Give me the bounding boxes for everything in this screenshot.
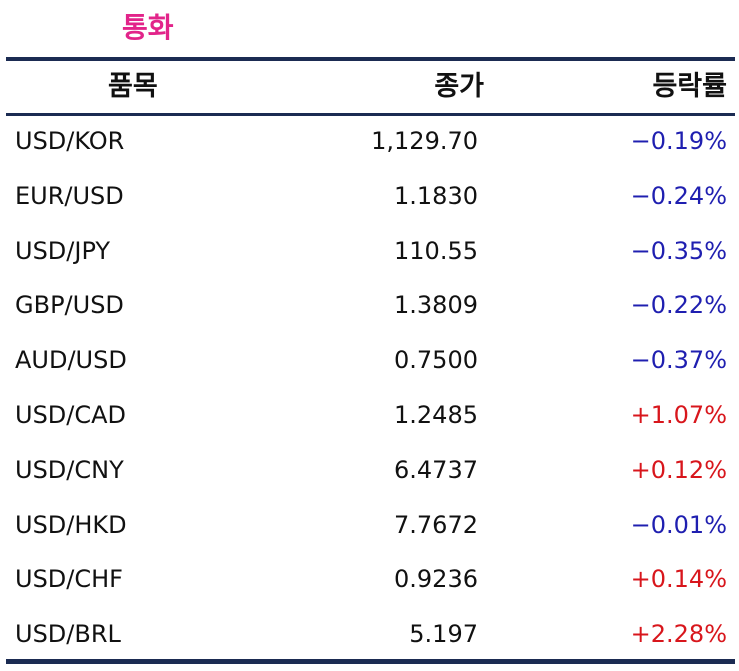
table-row: GBP/USD 1.3809 −0.22% <box>6 280 735 335</box>
table-header: 품목 종가 등락률 <box>6 61 735 113</box>
change-rate: +0.12% <box>630 455 727 484</box>
table-row: USD/KOR 1,129.70 −0.19% <box>6 116 735 171</box>
page-title: 통화 <box>122 11 174 44</box>
close-price: 0.7500 <box>394 346 478 375</box>
currency-pair: USD/JPY <box>15 236 111 265</box>
change-rate: −0.37% <box>630 346 727 375</box>
column-header-item: 품목 <box>108 71 158 102</box>
table-body: USD/KOR 1,129.70 −0.19% EUR/USD 1.1830 −… <box>6 116 735 664</box>
change-rate: −0.01% <box>630 510 727 539</box>
table-row: USD/CAD 1.2485 +1.07% <box>6 390 735 445</box>
currency-pair: USD/KOR <box>15 127 125 155</box>
table-row: AUD/USD 0.7500 −0.37% <box>6 335 735 390</box>
table-row: EUR/USD 1.1830 −0.24% <box>6 171 735 226</box>
table-header-rule <box>6 113 735 116</box>
close-price: 0.9236 <box>394 565 478 594</box>
currency-pair: USD/BRL <box>15 620 121 649</box>
change-rate: −0.24% <box>630 181 727 210</box>
table-row: USD/JPY 110.55 −0.35% <box>6 226 735 281</box>
change-rate: −0.35% <box>630 236 727 265</box>
currency-pair: USD/HKD <box>15 510 127 539</box>
close-price: 1,129.70 <box>371 127 478 155</box>
currency-pair: GBP/USD <box>15 291 124 320</box>
table-row: USD/CNY 6.4737 +0.12% <box>6 445 735 500</box>
currency-pair: USD/CAD <box>15 400 127 429</box>
close-price: 5.197 <box>409 620 478 649</box>
change-rate: −0.19% <box>630 127 727 155</box>
currency-pair: USD/CNY <box>15 455 124 484</box>
close-price: 6.4737 <box>394 455 478 484</box>
table-row: USD/BRL 5.197 +2.28% <box>6 609 735 664</box>
column-header-close: 종가 <box>434 71 484 102</box>
change-rate: +1.07% <box>630 400 727 429</box>
table-row: USD/CHF 0.9236 +0.14% <box>6 554 735 609</box>
close-price: 7.7672 <box>394 510 478 539</box>
currency-pair: USD/CHF <box>15 565 123 594</box>
currency-pair: AUD/USD <box>15 346 127 375</box>
table-bottom-rule <box>6 659 735 664</box>
close-price: 1.2485 <box>394 400 478 429</box>
column-header-rate: 등락률 <box>652 71 727 102</box>
change-rate: +2.28% <box>630 620 727 649</box>
change-rate: −0.22% <box>630 291 727 320</box>
table-row: USD/HKD 7.7672 −0.01% <box>6 500 735 555</box>
close-price: 1.1830 <box>394 181 478 210</box>
close-price: 110.55 <box>394 236 478 265</box>
table-top-rule <box>6 57 735 61</box>
change-rate: +0.14% <box>630 565 727 594</box>
currency-pair: EUR/USD <box>15 181 124 210</box>
close-price: 1.3809 <box>394 291 478 320</box>
